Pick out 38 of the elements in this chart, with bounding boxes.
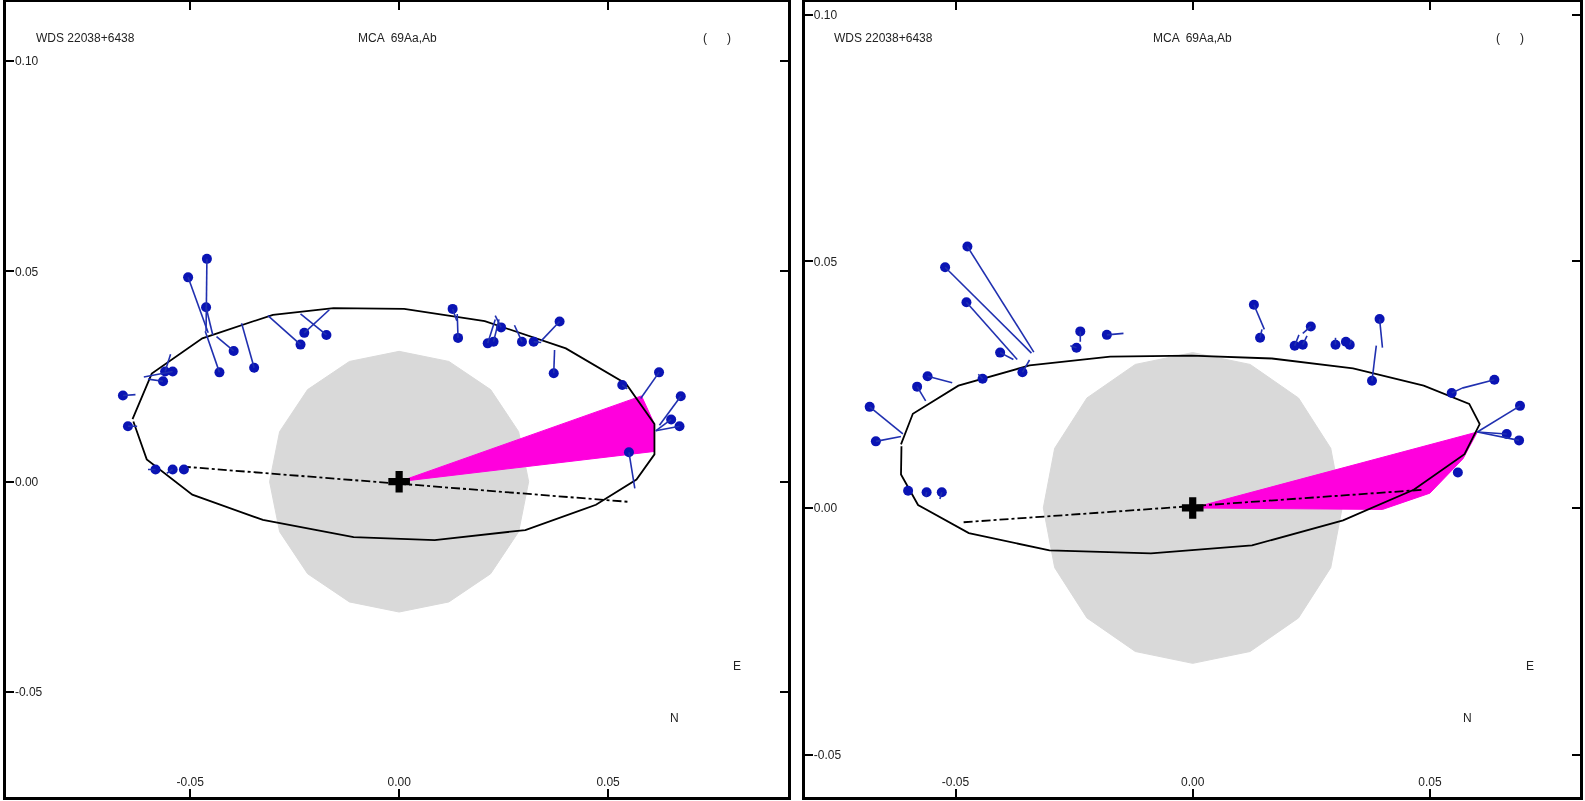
x-tick-label: 0.00 [1181, 774, 1205, 789]
y-tick-label: -0.05 [14, 685, 43, 700]
point [178, 464, 189, 475]
point [228, 345, 239, 356]
annotation: E [1526, 659, 1535, 673]
annotation: N [670, 711, 679, 725]
y-tick-label: 0.10 [813, 7, 838, 22]
y-tick-label: 0.05 [14, 264, 39, 279]
annotation: ( ) [1496, 31, 1524, 45]
y-tick-label: 0.00 [14, 474, 39, 489]
point [617, 379, 628, 390]
point [1452, 467, 1463, 478]
annotation: WDS 22038+6438 [36, 31, 135, 45]
annotation: ( ) [703, 31, 731, 45]
y-tick-label: -0.05 [813, 747, 842, 762]
point [1181, 497, 1204, 519]
y-tick-label: 0.10 [14, 54, 39, 69]
y-tick-label: 0.05 [813, 254, 838, 269]
annotation: MCA 69Aa,Ab [358, 31, 438, 45]
x-tick-label: -0.05 [941, 774, 970, 789]
annotation: E [733, 659, 742, 673]
x-tick-label: -0.05 [176, 774, 205, 789]
point [183, 272, 194, 283]
point [654, 367, 665, 378]
line-series [900, 354, 1481, 555]
point [903, 485, 914, 496]
point [299, 327, 310, 338]
y-tick-label: 0.00 [813, 501, 838, 516]
point [1101, 329, 1112, 340]
x-tick-label: 0.05 [596, 774, 621, 789]
x-tick-label: 0.05 [1418, 774, 1442, 789]
point [388, 470, 410, 493]
point [516, 336, 527, 347]
annotation: WDS 22038+6438 [834, 31, 933, 45]
x-tick-label: 0.00 [387, 774, 412, 789]
annotation: MCA 69Aa,Ab [1153, 31, 1233, 45]
point [940, 262, 951, 273]
annotation: N [1463, 711, 1472, 725]
